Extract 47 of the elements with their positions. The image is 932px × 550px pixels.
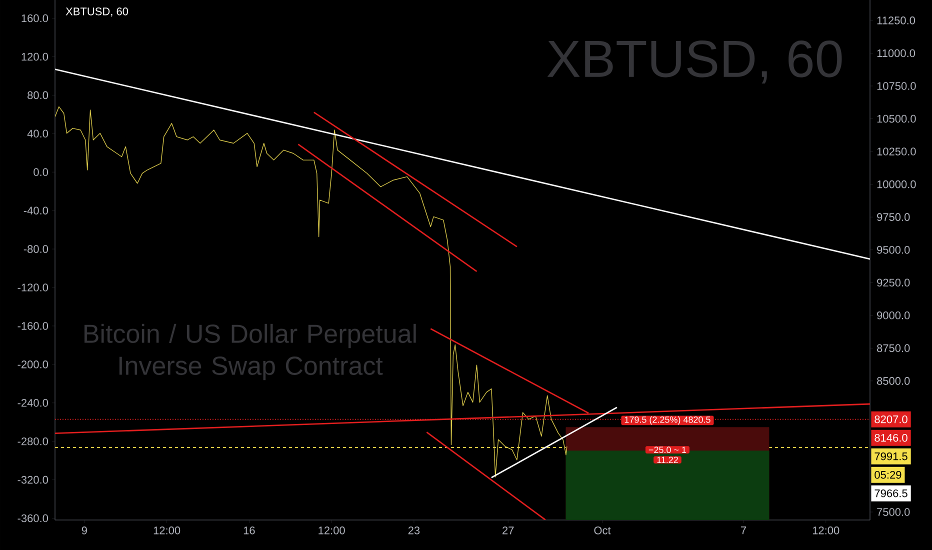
y-tick-label: -200.0 (18, 360, 48, 368)
y-tick-label: -80.0 (24, 245, 48, 253)
y-tick-label: -320.0 (18, 476, 48, 484)
y2-tick-label: 11000.0 (877, 49, 916, 58)
annotation: 179.5 (2.25%) 4820.5 (624, 416, 710, 425)
x-tick-label: 12:00 (318, 526, 345, 534)
y2-tick-label: 9500.0 (877, 246, 910, 254)
y-tick-label: -280.0 (18, 437, 48, 446)
y2-tick-label: 9750.0 (877, 213, 910, 221)
x-tick-label: 16 (244, 526, 255, 534)
ref-line-label: 8207.0 (874, 415, 908, 424)
y2-tick-label: 8750.0 (877, 344, 910, 352)
text: 05:29 (874, 470, 902, 479)
y2-tick-label: 10750.0 (877, 82, 916, 90)
y2-tick-label: 10500.0 (877, 114, 916, 123)
x-tick-label: 12:00 (154, 526, 180, 534)
text: 7966.5 (874, 489, 908, 498)
y2-tick-label: 11250.0 (877, 16, 916, 24)
y2-tick-label: 9250.0 (877, 278, 910, 287)
text: Bitcoin / US Dollar Perpetual Inverse Swap Contract (84, 324, 416, 380)
y-tick-label: -360.0 (18, 514, 48, 522)
x-tick-label: 23 (408, 526, 420, 534)
x-tick-label: 12:00 (812, 526, 840, 534)
y-tick-label: -240.0 (18, 399, 48, 407)
x-tick-label: 9 (82, 526, 87, 534)
ref-line-label: 7991.5 (874, 452, 908, 460)
y2-tick-label: 8500.0 (877, 377, 910, 385)
y-tick-label: -160.0 (18, 322, 48, 330)
y-tick-label: -40.0 (24, 206, 48, 214)
text: XBTUSD, 60 (66, 8, 128, 17)
x-tick-label: 27 (502, 526, 514, 534)
y2-tick-label: 7500.0 (877, 508, 910, 516)
y-tick-label: 160.0 (22, 14, 48, 22)
y2-tick-label: 9000.0 (877, 311, 910, 320)
text: 8146.0 (874, 434, 908, 442)
y2-tick-label: 10250.0 (877, 148, 916, 156)
y2-tick-label: 10000.0 (877, 180, 916, 188)
y-tick-label: -120.0 (18, 284, 48, 292)
annotation: −25.0 ~ 1 (648, 446, 686, 454)
annotation: XBTUSD, 60 (547, 40, 842, 84)
annotation: 11.22 (657, 456, 678, 463)
y-tick-label: 0.0 (34, 168, 48, 176)
y-tick-label: 80.0 (28, 91, 48, 100)
x-tick-label: Oct (594, 526, 611, 534)
y-tick-label: 40.0 (27, 130, 48, 138)
x-tick-label: 7 (740, 526, 746, 534)
y-tick-label: 120.0 (22, 52, 48, 61)
